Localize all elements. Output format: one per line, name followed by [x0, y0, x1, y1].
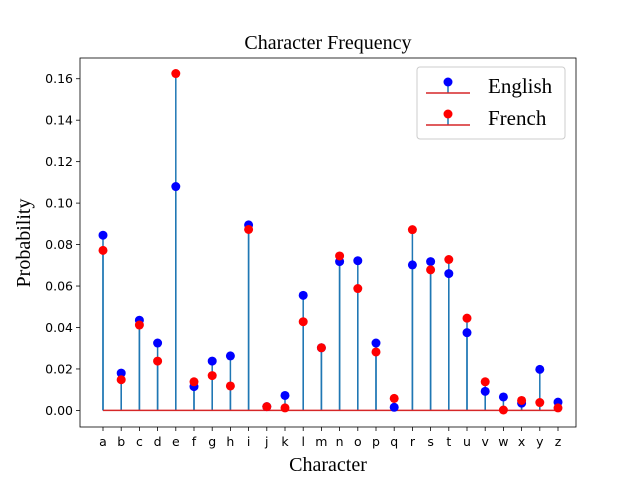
marker-french-v — [480, 377, 490, 387]
x-tick-label: s — [427, 434, 434, 449]
marker-english-u — [462, 328, 472, 338]
x-tick-label: b — [117, 434, 125, 449]
x-tick-label: c — [136, 434, 143, 449]
markers — [98, 69, 563, 415]
marker-french-y — [535, 398, 545, 408]
marker-english-e — [171, 182, 181, 192]
y-tick-label: 0.08 — [45, 237, 73, 252]
legend-marker-french — [443, 109, 453, 119]
x-tick-label: y — [536, 434, 544, 449]
marker-english-k — [280, 390, 290, 400]
y-tick-label: 0.00 — [45, 403, 73, 418]
marker-french-z — [553, 403, 563, 413]
x-tick-label: d — [154, 434, 162, 449]
x-tick-label: p — [372, 434, 380, 449]
legend-label-french: French — [488, 106, 547, 130]
marker-french-a — [98, 245, 108, 255]
marker-french-s — [426, 265, 436, 275]
legend-item-french: French — [426, 106, 547, 130]
x-tick-label: t — [446, 434, 451, 449]
legend-label-english: English — [488, 74, 553, 98]
y-tick-label: 0.10 — [45, 196, 73, 211]
x-tick-label: l — [301, 434, 304, 449]
legend-marker-english — [443, 77, 453, 87]
y-tick-label: 0.06 — [45, 279, 73, 294]
marker-french-d — [153, 356, 163, 366]
marker-english-o — [353, 256, 363, 266]
x-tick-label: u — [463, 434, 471, 449]
marker-english-d — [153, 338, 163, 348]
y-tick-label: 0.02 — [45, 361, 73, 376]
marker-english-p — [371, 338, 381, 348]
marker-french-o — [353, 284, 363, 294]
y-tick-label: 0.14 — [45, 113, 73, 128]
marker-french-u — [462, 313, 472, 323]
marker-english-q — [389, 402, 399, 412]
x-tick-label: a — [99, 434, 107, 449]
marker-french-i — [244, 224, 254, 234]
x-tick-label: w — [498, 434, 508, 449]
marker-french-w — [498, 405, 508, 415]
x-axis-label: Character — [289, 454, 367, 476]
marker-french-c — [134, 320, 144, 330]
marker-french-k — [280, 403, 290, 413]
x-tick-label: q — [390, 434, 398, 449]
marker-french-h — [225, 381, 235, 391]
marker-french-j — [262, 402, 272, 412]
marker-english-g — [207, 356, 217, 366]
x-tick-label: v — [481, 434, 489, 449]
chart-title: Character Frequency — [244, 32, 411, 54]
x-tick-label: j — [264, 434, 268, 449]
marker-english-h — [225, 351, 235, 361]
marker-french-n — [335, 251, 345, 261]
x-tick-label: r — [410, 434, 416, 449]
x-tick-label: z — [555, 434, 562, 449]
x-tick-label: i — [247, 434, 250, 449]
legend-item-english: English — [426, 74, 553, 98]
x-tick-label: h — [226, 434, 234, 449]
marker-french-f — [189, 377, 199, 387]
marker-french-t — [444, 254, 454, 264]
marker-english-r — [407, 260, 417, 270]
x-tick-label: x — [518, 434, 525, 449]
marker-french-l — [298, 317, 308, 327]
legend-box — [416, 66, 566, 140]
x-tick-label: k — [281, 434, 289, 449]
x-tick-label: o — [354, 434, 362, 449]
marker-english-w — [498, 392, 508, 402]
x-tick-label: e — [172, 434, 180, 449]
y-tick-label: 0.04 — [45, 320, 73, 335]
x-tick-label: f — [192, 434, 197, 449]
marker-english-y — [535, 364, 545, 374]
marker-english-b — [116, 368, 126, 378]
x-tick-label: n — [336, 434, 344, 449]
x-tick-label: g — [208, 434, 216, 449]
marker-english-l — [298, 290, 308, 300]
marker-french-e — [171, 69, 181, 79]
marker-english-s — [426, 257, 436, 267]
marker-french-m — [316, 343, 326, 353]
marker-french-x — [517, 395, 527, 405]
x-tick-label: m — [315, 434, 327, 449]
y-tick-label: 0.16 — [45, 71, 73, 86]
y-axis-label: Probability — [13, 199, 35, 288]
marker-english-t — [444, 269, 454, 279]
legend: English French — [416, 66, 566, 140]
marker-french-p — [371, 347, 381, 357]
y-axis: 0.00 0.02 0.04 0.06 0.08 0.10 0.12 0.14 0.16 — [45, 71, 80, 418]
marker-french-g — [207, 371, 217, 381]
marker-french-q — [389, 393, 399, 403]
y-tick-label: 0.12 — [45, 154, 73, 169]
marker-english-a — [98, 230, 108, 240]
marker-english-v — [480, 386, 490, 396]
marker-french-r — [407, 225, 417, 235]
marker-french-b — [116, 375, 126, 385]
